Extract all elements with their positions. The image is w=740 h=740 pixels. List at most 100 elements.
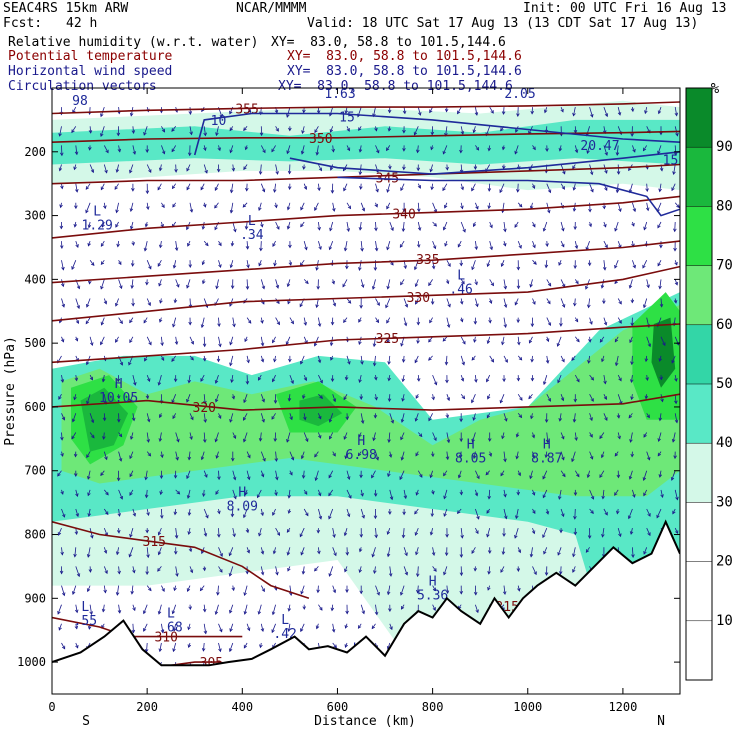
wind-vector-head <box>629 439 633 443</box>
wind-vector-head <box>631 554 635 559</box>
wind-vector-head <box>359 534 364 538</box>
wind-vector-head <box>316 589 320 594</box>
wind-vector-head <box>474 379 478 383</box>
wind-vector-head <box>645 188 649 193</box>
extremum-value-8: 5.36 <box>417 589 448 604</box>
wind-vector <box>402 375 405 382</box>
wind-vector-head <box>344 455 348 460</box>
wind-vector-head <box>187 644 192 648</box>
wind-vector-head <box>61 283 65 288</box>
wind-vector <box>115 221 119 228</box>
wind-vector-head <box>547 282 552 287</box>
wind-vector <box>432 585 436 591</box>
wind-vector-head <box>86 303 90 308</box>
wind-vector-head <box>617 111 622 116</box>
wind-vector-head <box>672 510 676 515</box>
wind-vector-head <box>145 571 149 576</box>
wind-vector <box>674 489 678 500</box>
wind-vector <box>360 413 364 424</box>
wind-vector-head <box>347 361 351 365</box>
wind-vector-head <box>601 533 605 538</box>
wind-vector <box>614 451 619 457</box>
wind-vector <box>475 145 479 151</box>
x-axis-label: Distance (km) <box>314 714 416 729</box>
wind-vector-head <box>148 341 152 346</box>
wind-vector-head <box>299 533 303 538</box>
wind-vector-head <box>460 377 465 382</box>
wind-vector <box>260 547 264 555</box>
wind-vector-head <box>259 132 264 137</box>
wind-vector <box>59 126 62 137</box>
wind-vector-head <box>201 226 206 230</box>
wind-vector-head <box>374 396 378 401</box>
wind-vector <box>118 145 121 152</box>
wind-vector <box>400 432 405 440</box>
wind-vector-head <box>432 587 437 592</box>
wind-vector-head <box>416 167 421 172</box>
wind-vector <box>303 508 309 516</box>
wind-vector <box>61 279 64 287</box>
wind-vector <box>500 470 505 476</box>
wind-vector <box>475 279 478 285</box>
wind-vector-head <box>474 281 478 286</box>
wind-vector <box>272 336 276 343</box>
wind-vector-head <box>444 552 449 557</box>
wind-vector <box>632 547 634 558</box>
wind-vector-head <box>544 572 549 576</box>
fcst-label: Fcst: <box>3 16 43 31</box>
wind-vector <box>158 547 162 555</box>
wind-vector <box>546 355 549 364</box>
wind-vector-head <box>273 189 277 193</box>
wind-vector <box>403 317 407 326</box>
wind-vector <box>574 145 578 153</box>
wind-vector <box>603 260 606 270</box>
extremum-value-4: 6.98 <box>346 448 377 463</box>
wind-vector <box>172 317 177 327</box>
wind-vector-head <box>646 414 650 419</box>
wind-vector-head <box>658 358 662 362</box>
wind-vector-head <box>533 571 537 576</box>
wind-vector-head <box>131 417 136 422</box>
wind-vector-head <box>318 492 322 497</box>
wind-vector-head <box>517 587 521 592</box>
wind-vector-head <box>472 223 477 228</box>
wind-vector <box>172 413 177 419</box>
wind-vector-head <box>642 477 647 482</box>
wind-vector-head <box>600 454 605 459</box>
wind-vector <box>359 221 362 230</box>
wind-vector <box>500 566 505 573</box>
wind-vector <box>146 508 149 516</box>
wind-vector-head <box>316 529 321 534</box>
theta-label-335: 335 <box>416 253 439 268</box>
wind-vector <box>460 393 465 399</box>
wind-vector-head <box>86 553 91 558</box>
wind-vector-head <box>116 243 120 248</box>
wind-vector-head <box>200 378 204 382</box>
wind-vector <box>375 585 380 596</box>
wind-vector-head <box>172 627 177 632</box>
wind-vector-head <box>589 417 593 422</box>
wind-vector <box>161 145 165 154</box>
wind-vector <box>346 489 352 499</box>
wind-vector-head <box>347 300 352 304</box>
wind-vector <box>187 240 191 247</box>
wind-vector-head <box>331 280 335 285</box>
wind-vector <box>203 642 205 651</box>
wind-vector-head <box>88 130 93 134</box>
extremum-letter-9: L <box>81 600 89 615</box>
wind-vector-head <box>317 359 322 364</box>
wind-vector-head <box>228 572 233 577</box>
wind-vector <box>229 355 234 366</box>
wind-vector-head <box>131 242 135 246</box>
wind-vector <box>286 145 291 154</box>
wind-vector-head <box>374 227 378 232</box>
wind-vector-head <box>319 607 323 611</box>
wind-vector-head <box>460 186 464 191</box>
wind-vector-head <box>670 477 675 481</box>
y-tick-label: 400 <box>24 272 46 286</box>
wind-vector-head <box>487 147 492 152</box>
wind-vector-head <box>531 434 536 439</box>
wind-vector <box>432 604 436 611</box>
wind-vector-head <box>286 529 291 533</box>
wind-vector-head <box>202 357 207 362</box>
